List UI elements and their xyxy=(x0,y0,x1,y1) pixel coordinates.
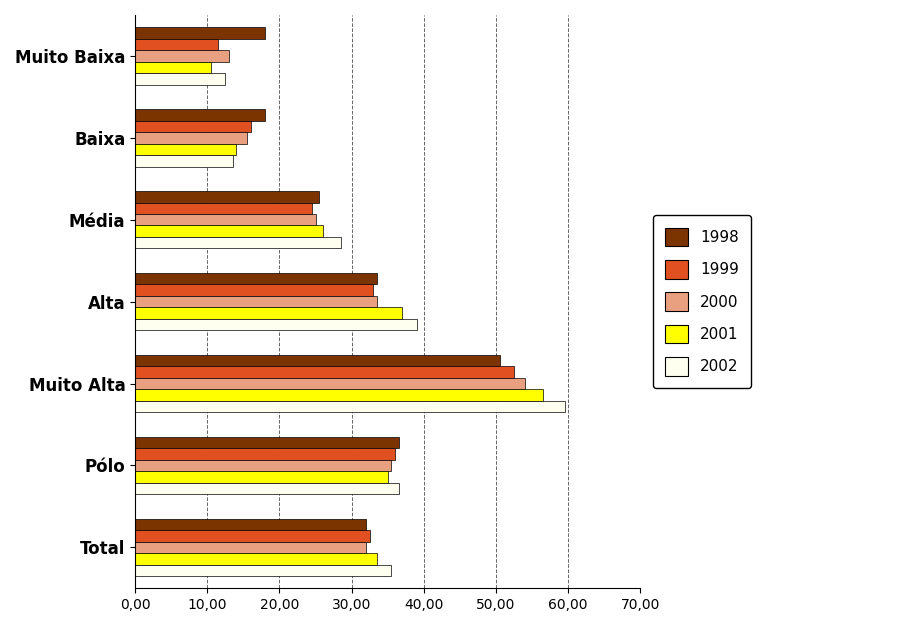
Bar xyxy=(135,366,514,378)
Bar xyxy=(135,553,377,564)
Bar xyxy=(135,307,402,319)
Bar xyxy=(135,237,340,248)
Bar xyxy=(135,73,225,85)
Bar xyxy=(135,542,366,553)
Bar xyxy=(135,355,499,366)
Bar xyxy=(135,296,377,307)
Bar xyxy=(135,120,250,132)
Bar xyxy=(135,214,315,226)
Bar xyxy=(135,471,387,483)
Bar xyxy=(135,448,395,460)
Bar xyxy=(135,483,398,494)
Bar xyxy=(135,28,265,39)
Bar xyxy=(135,460,391,471)
Bar xyxy=(135,191,319,203)
Bar xyxy=(135,273,377,285)
Bar xyxy=(135,155,232,167)
Bar xyxy=(135,564,391,576)
Bar xyxy=(135,519,366,530)
Bar xyxy=(135,319,416,330)
Bar xyxy=(135,401,563,412)
Bar xyxy=(135,530,369,542)
Bar xyxy=(135,226,322,237)
Bar xyxy=(135,437,398,448)
Bar xyxy=(135,109,265,120)
Bar xyxy=(135,132,247,144)
Bar xyxy=(135,50,228,61)
Bar xyxy=(135,285,373,296)
Bar xyxy=(135,39,218,50)
Bar xyxy=(135,203,312,214)
Bar xyxy=(135,378,525,389)
Bar xyxy=(135,389,543,401)
Bar xyxy=(135,61,210,73)
Bar xyxy=(135,144,236,155)
Legend: 1998, 1999, 2000, 2001, 2002: 1998, 1999, 2000, 2001, 2002 xyxy=(652,215,750,388)
